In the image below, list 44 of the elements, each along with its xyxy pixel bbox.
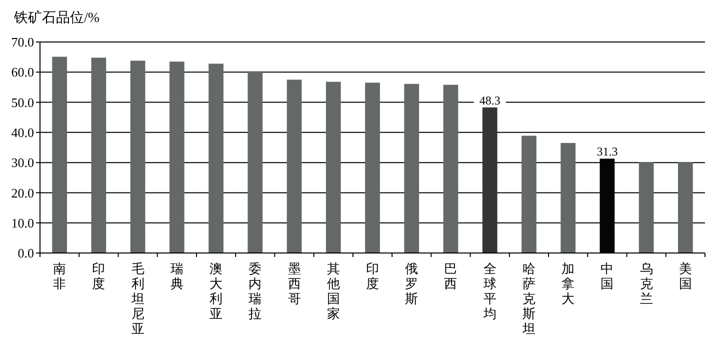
bar — [365, 82, 380, 253]
bar — [443, 84, 458, 253]
x-tick-label: 乌克兰 — [640, 262, 653, 307]
bar — [208, 64, 224, 253]
x-tick-label: 毛利坦尼亚 — [130, 262, 144, 337]
bar — [638, 162, 654, 253]
bar — [91, 58, 106, 253]
x-tick-label: 瑞典 — [170, 262, 184, 292]
bar — [248, 71, 263, 253]
x-tick-label: 加拿大 — [562, 262, 575, 307]
x-tick-label: 墨西哥 — [288, 262, 301, 307]
x-tick-label: 印度 — [92, 262, 106, 292]
bar — [678, 162, 693, 253]
bar — [169, 62, 184, 253]
bar — [404, 84, 420, 253]
y-tick-label: 40.0 — [11, 124, 34, 140]
bar — [286, 80, 302, 253]
x-tick-label: 哈萨克斯坦 — [521, 262, 536, 337]
bar — [560, 142, 576, 253]
bar — [326, 82, 341, 253]
y-tick-label: 50.0 — [11, 94, 34, 110]
bar — [522, 136, 536, 253]
x-tick-label: 其他国家 — [326, 262, 340, 322]
y-tick-label: 70.0 — [11, 34, 34, 50]
x-tick-label: 南非 — [53, 262, 66, 292]
x-tick-label: 中国 — [600, 262, 614, 292]
x-tick-label: 委内瑞拉 — [248, 262, 262, 322]
data-label: 31.3 — [596, 144, 618, 159]
x-tick-label: 全球平均 — [482, 262, 496, 322]
x-tick-label: 巴西 — [444, 262, 458, 292]
x-tick-label: 澳大利亚 — [210, 262, 223, 322]
x-tick-label: 印度 — [366, 262, 379, 292]
bar — [130, 60, 146, 253]
x-tick-label: 俄罗斯 — [405, 262, 418, 307]
y-tick-label: 10.0 — [11, 215, 34, 230]
y-tick-label: 20.0 — [11, 185, 34, 200]
y-axis-title: 铁矿石品位/% — [13, 10, 100, 26]
bar — [482, 107, 498, 253]
bar — [52, 56, 67, 253]
y-tick-label: 30.0 — [11, 155, 34, 170]
y-tick-label: 60.0 — [11, 64, 34, 80]
x-tick-label: 美国 — [678, 261, 692, 292]
y-tick-label: 0.0 — [18, 246, 34, 261]
data-label: 48.3 — [479, 93, 500, 108]
